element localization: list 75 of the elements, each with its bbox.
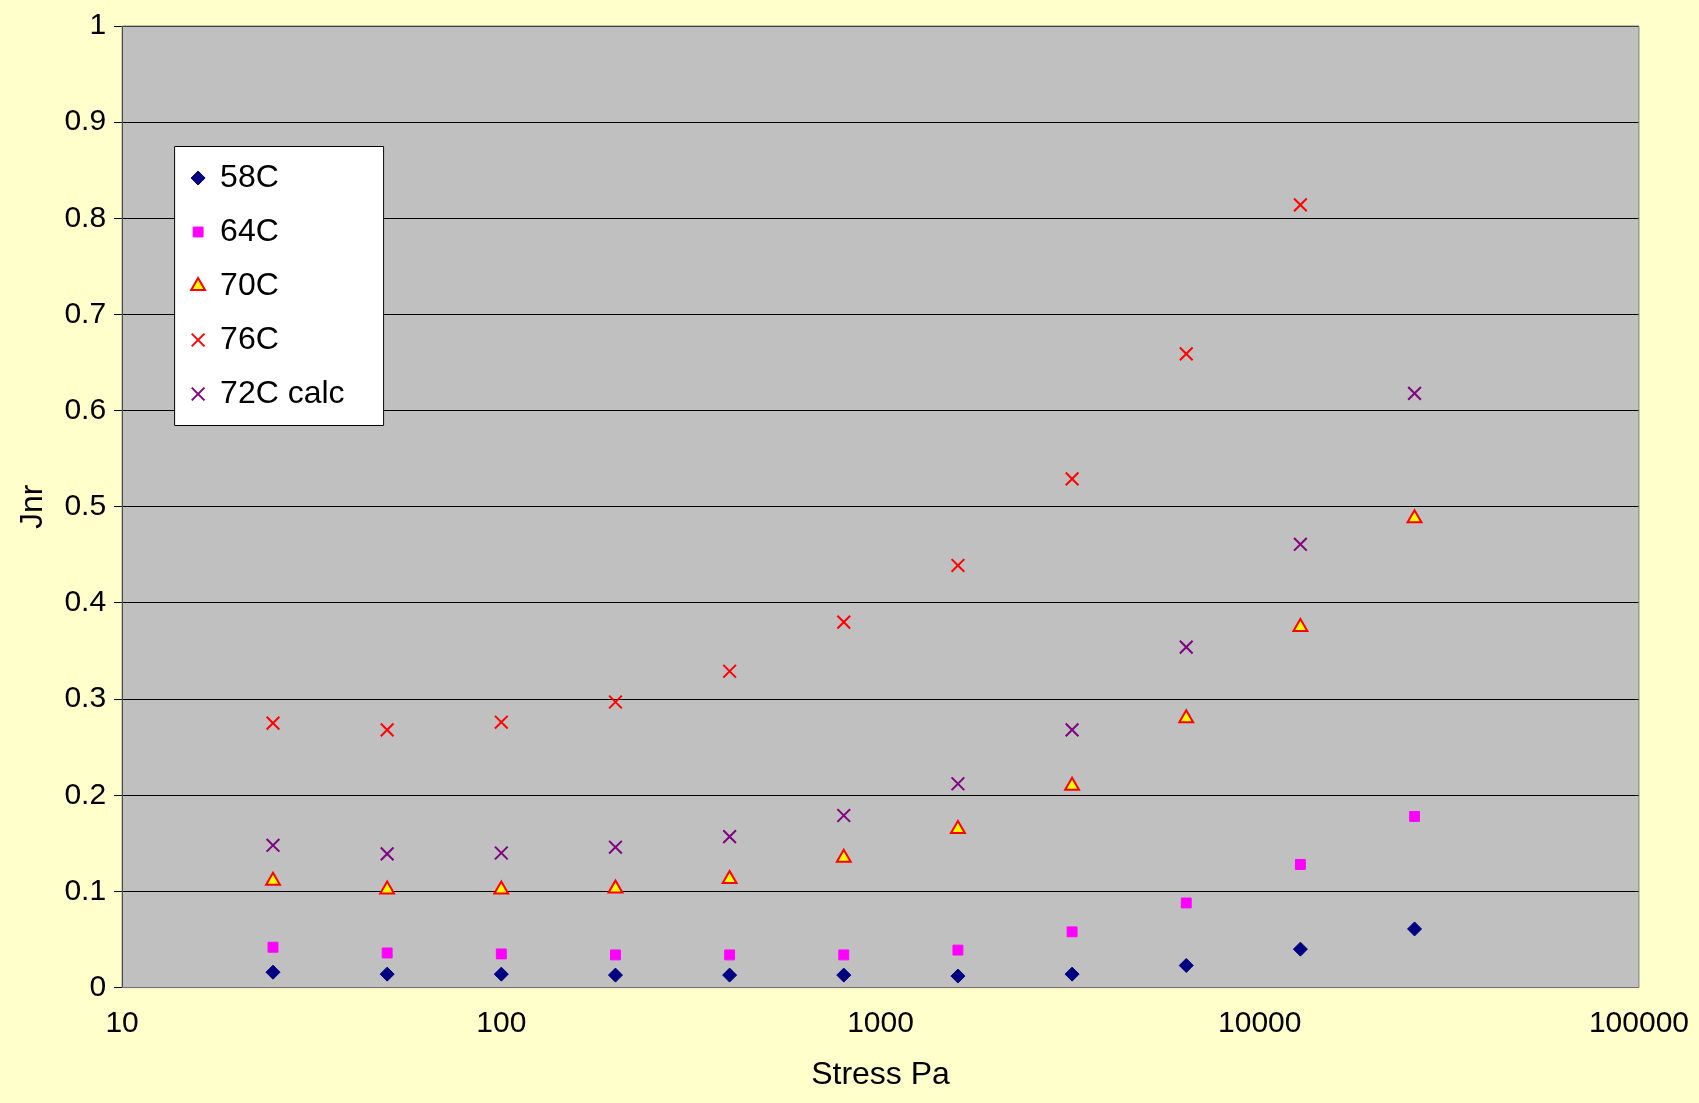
y-tick-label: 0.7: [64, 295, 107, 329]
point: [493, 880, 510, 895]
point: [1293, 197, 1308, 213]
point: [836, 808, 852, 823]
legend-label: 64C: [220, 211, 279, 248]
y-tick-label: 0.9: [64, 103, 107, 137]
point: [381, 947, 393, 959]
point: [379, 966, 395, 982]
point: [1178, 639, 1194, 655]
point: [1292, 618, 1309, 632]
legend-label: 70C: [220, 265, 279, 302]
point: [950, 558, 966, 573]
point: [610, 949, 621, 961]
x-tick-label: 10: [105, 1004, 139, 1038]
point: [1064, 966, 1080, 982]
y-tick-label: 0.6: [64, 391, 107, 425]
point: [607, 967, 623, 983]
y-tick-label: 0.3: [64, 680, 107, 714]
point: [722, 967, 738, 983]
point: [722, 663, 737, 679]
y-tick-label: 0.2: [64, 776, 107, 810]
point: [1178, 709, 1195, 724]
point: [950, 776, 966, 792]
y-tick-label: 0.5: [64, 488, 107, 522]
point: [495, 948, 507, 960]
point: [952, 944, 964, 956]
point: [1180, 897, 1192, 909]
point: [608, 694, 623, 710]
point: [724, 949, 736, 961]
point: [835, 848, 852, 863]
point: [493, 714, 509, 730]
point: [1064, 722, 1080, 738]
legend-label: 76C: [220, 319, 279, 356]
y-tick-label: 0.4: [64, 584, 107, 618]
point: [1293, 536, 1308, 552]
point: [1064, 471, 1080, 487]
point: [950, 968, 966, 984]
point: [608, 839, 623, 855]
point: [493, 966, 509, 982]
point: [1407, 921, 1423, 937]
point: [1407, 385, 1422, 401]
x-tick-label: 100: [476, 1004, 527, 1038]
y-tick-label: 0: [89, 968, 107, 1002]
point: [1294, 859, 1306, 870]
point: [1292, 941, 1308, 957]
point: [265, 715, 281, 731]
x-tick-label: 100000: [1588, 1004, 1689, 1038]
point: [1066, 926, 1078, 938]
point: [265, 837, 281, 853]
point: [1178, 957, 1194, 973]
point: [836, 614, 852, 630]
point: [379, 880, 396, 895]
point: [493, 845, 509, 861]
y-axis-title: Jnr: [13, 484, 50, 530]
point: [379, 722, 395, 738]
x-tick-label: 10000: [1218, 1004, 1302, 1038]
legend-label: 58C: [220, 157, 279, 194]
x-axis-title: Stress Pa: [811, 1054, 951, 1091]
point: [267, 941, 279, 953]
point: [379, 846, 395, 862]
y-tick-label: 0.8: [64, 199, 107, 233]
point: [607, 879, 624, 894]
point: [838, 949, 850, 961]
point: [1064, 776, 1081, 791]
point: [265, 871, 281, 886]
point: [836, 967, 852, 983]
point: [1406, 509, 1423, 524]
y-tick-label: 0.1: [64, 872, 107, 906]
point: [1409, 810, 1420, 822]
point: [265, 964, 281, 980]
y-tick-label: 1: [89, 7, 107, 41]
x-tick-label: 1000: [847, 1004, 914, 1038]
point: [722, 829, 737, 844]
point: [1178, 346, 1194, 362]
legend-label: 72C calc: [220, 373, 345, 410]
